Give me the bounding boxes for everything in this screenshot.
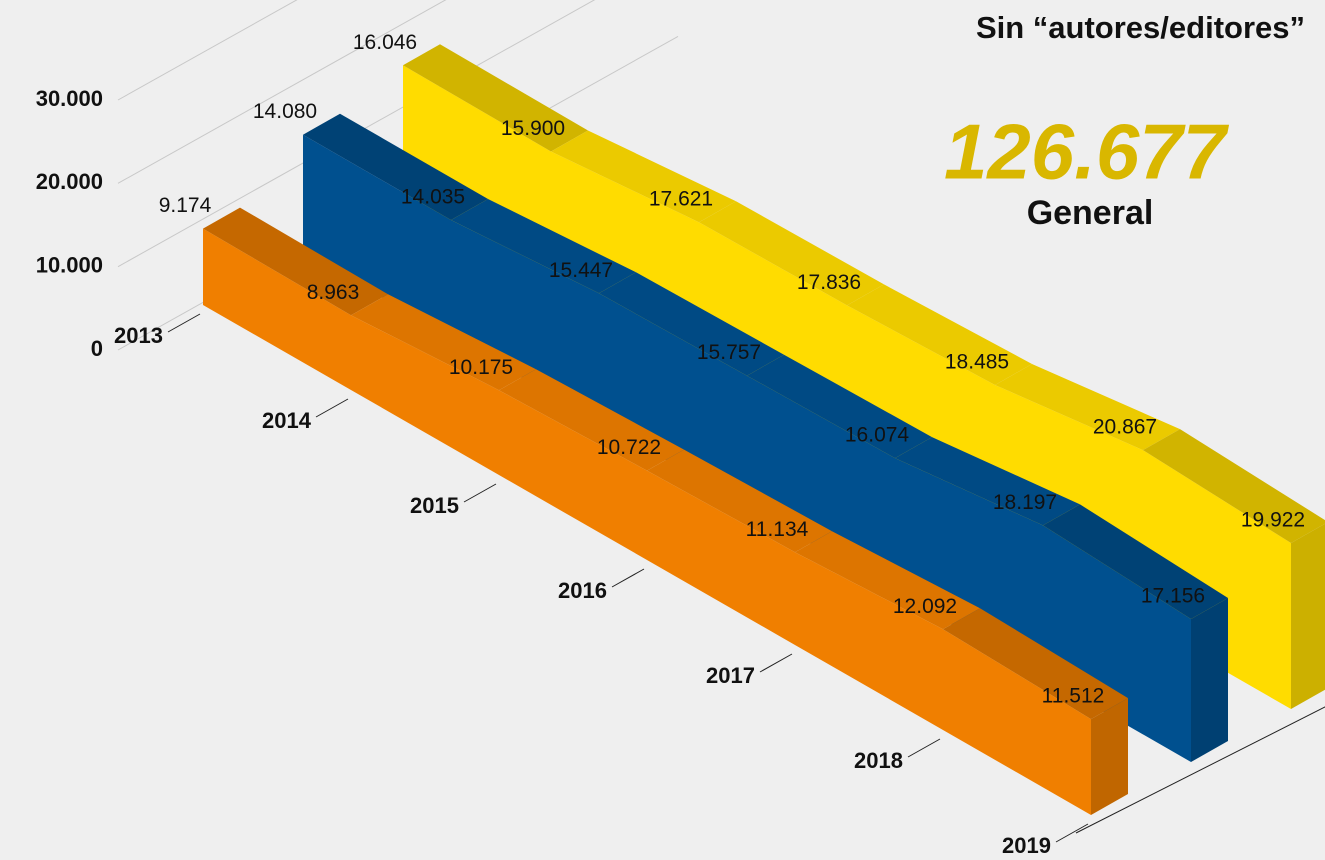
ribbon-end — [1191, 598, 1228, 762]
ribbon-top — [699, 201, 884, 306]
value-label: 10.175 — [449, 356, 513, 379]
ribbon-top — [995, 364, 1180, 451]
ribbons — [203, 44, 1325, 816]
floor-edge — [1075, 706, 1325, 834]
x-tick-label: 2014 — [262, 408, 312, 433]
ribbon-top — [203, 207, 388, 316]
value-label: 14.080 — [253, 100, 317, 123]
ribbon-top — [351, 294, 536, 391]
value-label: 19.922 — [1241, 509, 1305, 532]
ribbon-top — [403, 44, 588, 152]
value-label: 15.447 — [549, 259, 613, 282]
y-tick-label: 30.000 — [36, 86, 103, 111]
x-tick-label: 2015 — [410, 493, 459, 518]
y-tick-label: 0 — [91, 336, 103, 361]
ribbon-top — [647, 449, 832, 553]
value-label: 10.722 — [597, 436, 661, 459]
ribbon-top — [795, 531, 980, 630]
value-label: 16.074 — [845, 424, 910, 447]
ribbon-top — [599, 272, 784, 376]
x-tick — [611, 568, 645, 588]
total-annotation: 126.677 — [944, 108, 1230, 196]
value-label: 11.512 — [1042, 685, 1105, 708]
value-label: 17.621 — [649, 188, 713, 211]
x-tick — [759, 653, 793, 673]
x-tick-label: 2013 — [114, 323, 163, 348]
x-tick-label: 2018 — [854, 748, 903, 773]
x-tick — [1055, 823, 1089, 843]
x-tick — [315, 398, 349, 418]
ribbon-top — [499, 369, 684, 471]
x-tick — [907, 738, 941, 758]
ribbon-top — [303, 113, 488, 220]
value-label: 16.046 — [353, 31, 417, 54]
y-tick-label: 10.000 — [36, 252, 103, 277]
x-tick — [167, 313, 201, 333]
subtitle: General — [1027, 194, 1154, 232]
ribbon-top — [451, 199, 636, 294]
ribbon-top — [551, 130, 736, 223]
value-label: 18.197 — [993, 491, 1057, 514]
value-label: 11.134 — [746, 518, 809, 541]
x-tick-label: 2019 — [1002, 833, 1051, 858]
grid-line — [117, 0, 596, 268]
ribbon-top — [1043, 504, 1228, 619]
chart-title: Sin “autores/editores” — [976, 10, 1305, 45]
ribbon-top — [747, 354, 932, 459]
ribbon-top — [895, 437, 1080, 526]
ribbon-top — [943, 608, 1128, 720]
value-label: 17.156 — [1141, 585, 1205, 608]
ribbon-front — [203, 228, 1091, 816]
x-tick-label: 2016 — [558, 578, 607, 603]
x-tick — [463, 483, 497, 503]
value-label: 17.836 — [797, 271, 861, 294]
value-label: 15.757 — [697, 341, 761, 364]
ribbon-end — [1291, 523, 1325, 709]
value-label: 14.035 — [401, 186, 465, 209]
value-label: 18.485 — [945, 351, 1009, 374]
ribbon-end — [1091, 698, 1128, 815]
ribbon-top — [1143, 429, 1325, 543]
x-tick-label: 2017 — [706, 663, 755, 688]
labels: 0 10.000 20.000 30.000 2013 2014 2015 2016 2017 2… — [36, 31, 1305, 858]
value-label: 20.867 — [1093, 416, 1157, 439]
value-label: 12.092 — [893, 595, 957, 618]
grid-line — [117, 0, 447, 184]
ribbon-top — [847, 284, 1032, 385]
y-tick-label: 20.000 — [36, 169, 103, 194]
grid-line — [117, 0, 298, 101]
value-label: 15.900 — [501, 117, 565, 140]
value-label: 8.963 — [307, 281, 360, 304]
value-label: 9.174 — [159, 194, 212, 217]
